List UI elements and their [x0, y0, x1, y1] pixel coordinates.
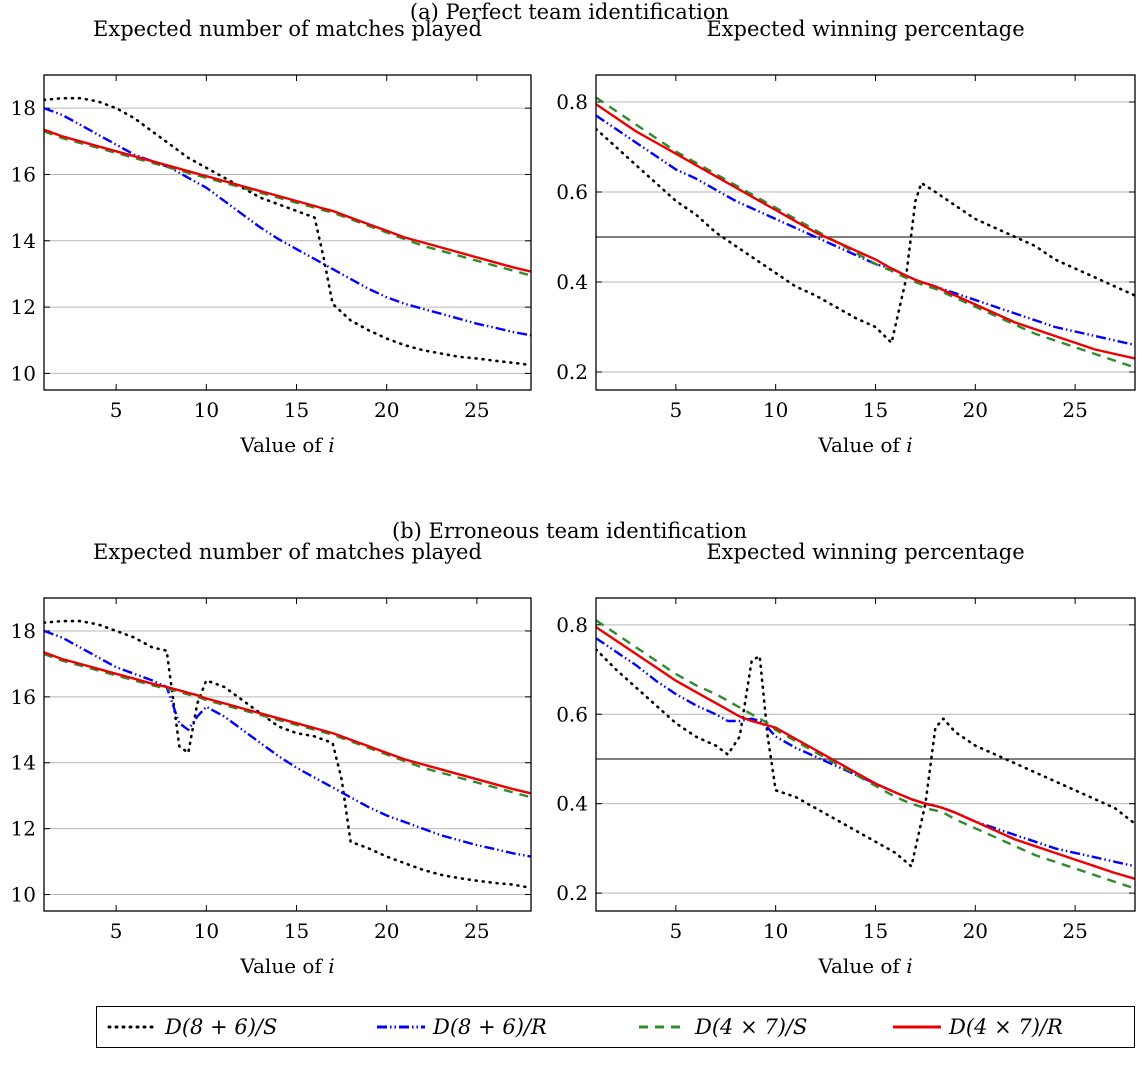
chart-3-ytick-label: 14 [11, 751, 36, 775]
legend-item-d47s: D(4 × 7)/S [637, 1007, 807, 1047]
chart-1-xtick-label: 20 [374, 398, 399, 422]
chart-2-xtick-label: 5 [669, 398, 682, 422]
chart-4-ytick-label: 0.2 [556, 881, 588, 905]
chart-2-ytick-label: 0.6 [556, 180, 588, 204]
chart-3-series-line-3 [44, 652, 531, 799]
legend-item-d86r: D(8 + 6)/R [375, 1007, 547, 1047]
chart-4-xtick-label: 20 [963, 919, 988, 943]
chart-3-ytick-label: 10 [11, 883, 36, 907]
chart-1-ytick-label: 18 [11, 96, 36, 120]
chart-1-ytick-label: 10 [11, 361, 36, 385]
chart-2-ytick-label: 0.4 [556, 270, 588, 294]
chart-1-ytick-label: 12 [11, 295, 36, 319]
chart-4-ytick-label: 0.6 [556, 702, 588, 726]
legend: D(8 + 6)/S D(8 + 6)/R D(4 × 7)/S D(4 × 7… [96, 1006, 1135, 1048]
chart-2-plot-frame [595, 74, 1136, 391]
chart-3-plot-frame [43, 597, 532, 912]
chart-1-xtick-label: 25 [464, 398, 489, 422]
legend-item-d47r: D(4 × 7)/R [891, 1007, 1063, 1047]
chart-4-plot-frame [595, 597, 1136, 912]
chart-4-xtick-label: 25 [1062, 919, 1087, 943]
chart-1-title: Expected number of matches played [93, 17, 482, 41]
legend-label-d86r: D(8 + 6)/R [433, 1015, 547, 1039]
chart-4-title: Expected winning percentage [706, 540, 1024, 564]
chart-3-xtick-label: 5 [110, 919, 123, 943]
chart-2-xlabel: Value of i [817, 433, 912, 457]
chart-2-series-line-3 [596, 96, 1135, 369]
chart-1-series-line-1 [44, 96, 531, 367]
legend-item-d86s: D(8 + 6)/S [107, 1007, 277, 1047]
chart-3-xtick-label: 20 [374, 919, 399, 943]
legend-sample-d47s [639, 1025, 687, 1029]
legend-label-d47s: D(4 × 7)/S [695, 1015, 808, 1039]
chart-3-title: Expected number of matches played [93, 540, 482, 564]
chart-1-plot-frame [43, 74, 532, 391]
chart-3-ytick-label: 12 [11, 817, 36, 841]
chart-2-xtick-label: 10 [763, 398, 788, 422]
chart-2-series-line-1 [596, 127, 1135, 345]
chart-1-series-line-3 [44, 130, 531, 277]
chart-4-series-line-4 [596, 626, 1135, 880]
chart-4-series-line-1 [596, 648, 1135, 868]
chart-1-ytick-label: 16 [11, 162, 36, 186]
legend-sample-d86r [377, 1025, 425, 1029]
chart-3-series-line-1 [44, 619, 531, 890]
chart-3-xtick-label: 10 [194, 919, 219, 943]
section-title-a: (a) Perfect team identification [409, 0, 730, 24]
chart-4-xtick-label: 10 [763, 919, 788, 943]
chart-1-ytick-label: 14 [11, 229, 36, 253]
chart-3-series-line-4 [44, 651, 531, 795]
chart-2-xtick-label: 20 [963, 398, 988, 422]
chart-1-xtick-label: 10 [194, 398, 219, 422]
chart-1-xlabel: Value of i [239, 433, 334, 457]
chart-2-title: Expected winning percentage [706, 17, 1024, 41]
chart-3-xtick-label: 15 [284, 919, 309, 943]
chart-4-ytick-label: 0.4 [556, 792, 588, 816]
legend-sample-d47r [893, 1025, 941, 1029]
chart-2-xtick-label: 15 [863, 398, 888, 422]
chart-1-series-line-2 [44, 107, 531, 337]
chart-3-ytick-label: 16 [11, 685, 36, 709]
chart-3-ytick-label: 18 [11, 619, 36, 643]
chart-2-series-line-2 [596, 114, 1135, 347]
chart-2-ytick-label: 0.2 [556, 360, 588, 384]
chart-3-series-line-2 [44, 629, 531, 858]
chart-1-xtick-label: 5 [110, 398, 123, 422]
chart-1-series-line-4 [44, 128, 531, 273]
chart-3-xlabel: Value of i [239, 954, 334, 978]
chart-2-xtick-label: 25 [1062, 398, 1087, 422]
chart-4-ytick-label: 0.8 [556, 613, 588, 637]
chart-4-xtick-label: 15 [863, 919, 888, 943]
legend-sample-d86s [107, 1025, 159, 1029]
legend-label-d47r: D(4 × 7)/R [949, 1015, 1063, 1039]
legend-label-d86s: D(8 + 6)/S [165, 1015, 278, 1039]
chart-4-xlabel: Value of i [817, 954, 912, 978]
chart-1-xtick-label: 15 [284, 398, 309, 422]
chart-4-series-line-2 [596, 637, 1135, 868]
section-title-b: (b) Erroneous team identification [392, 519, 747, 543]
chart-4-xtick-label: 5 [669, 919, 682, 943]
chart-2-ytick-label: 0.8 [556, 90, 588, 114]
chart-2-series-line-4 [596, 103, 1135, 360]
chart-3-xtick-label: 25 [464, 919, 489, 943]
